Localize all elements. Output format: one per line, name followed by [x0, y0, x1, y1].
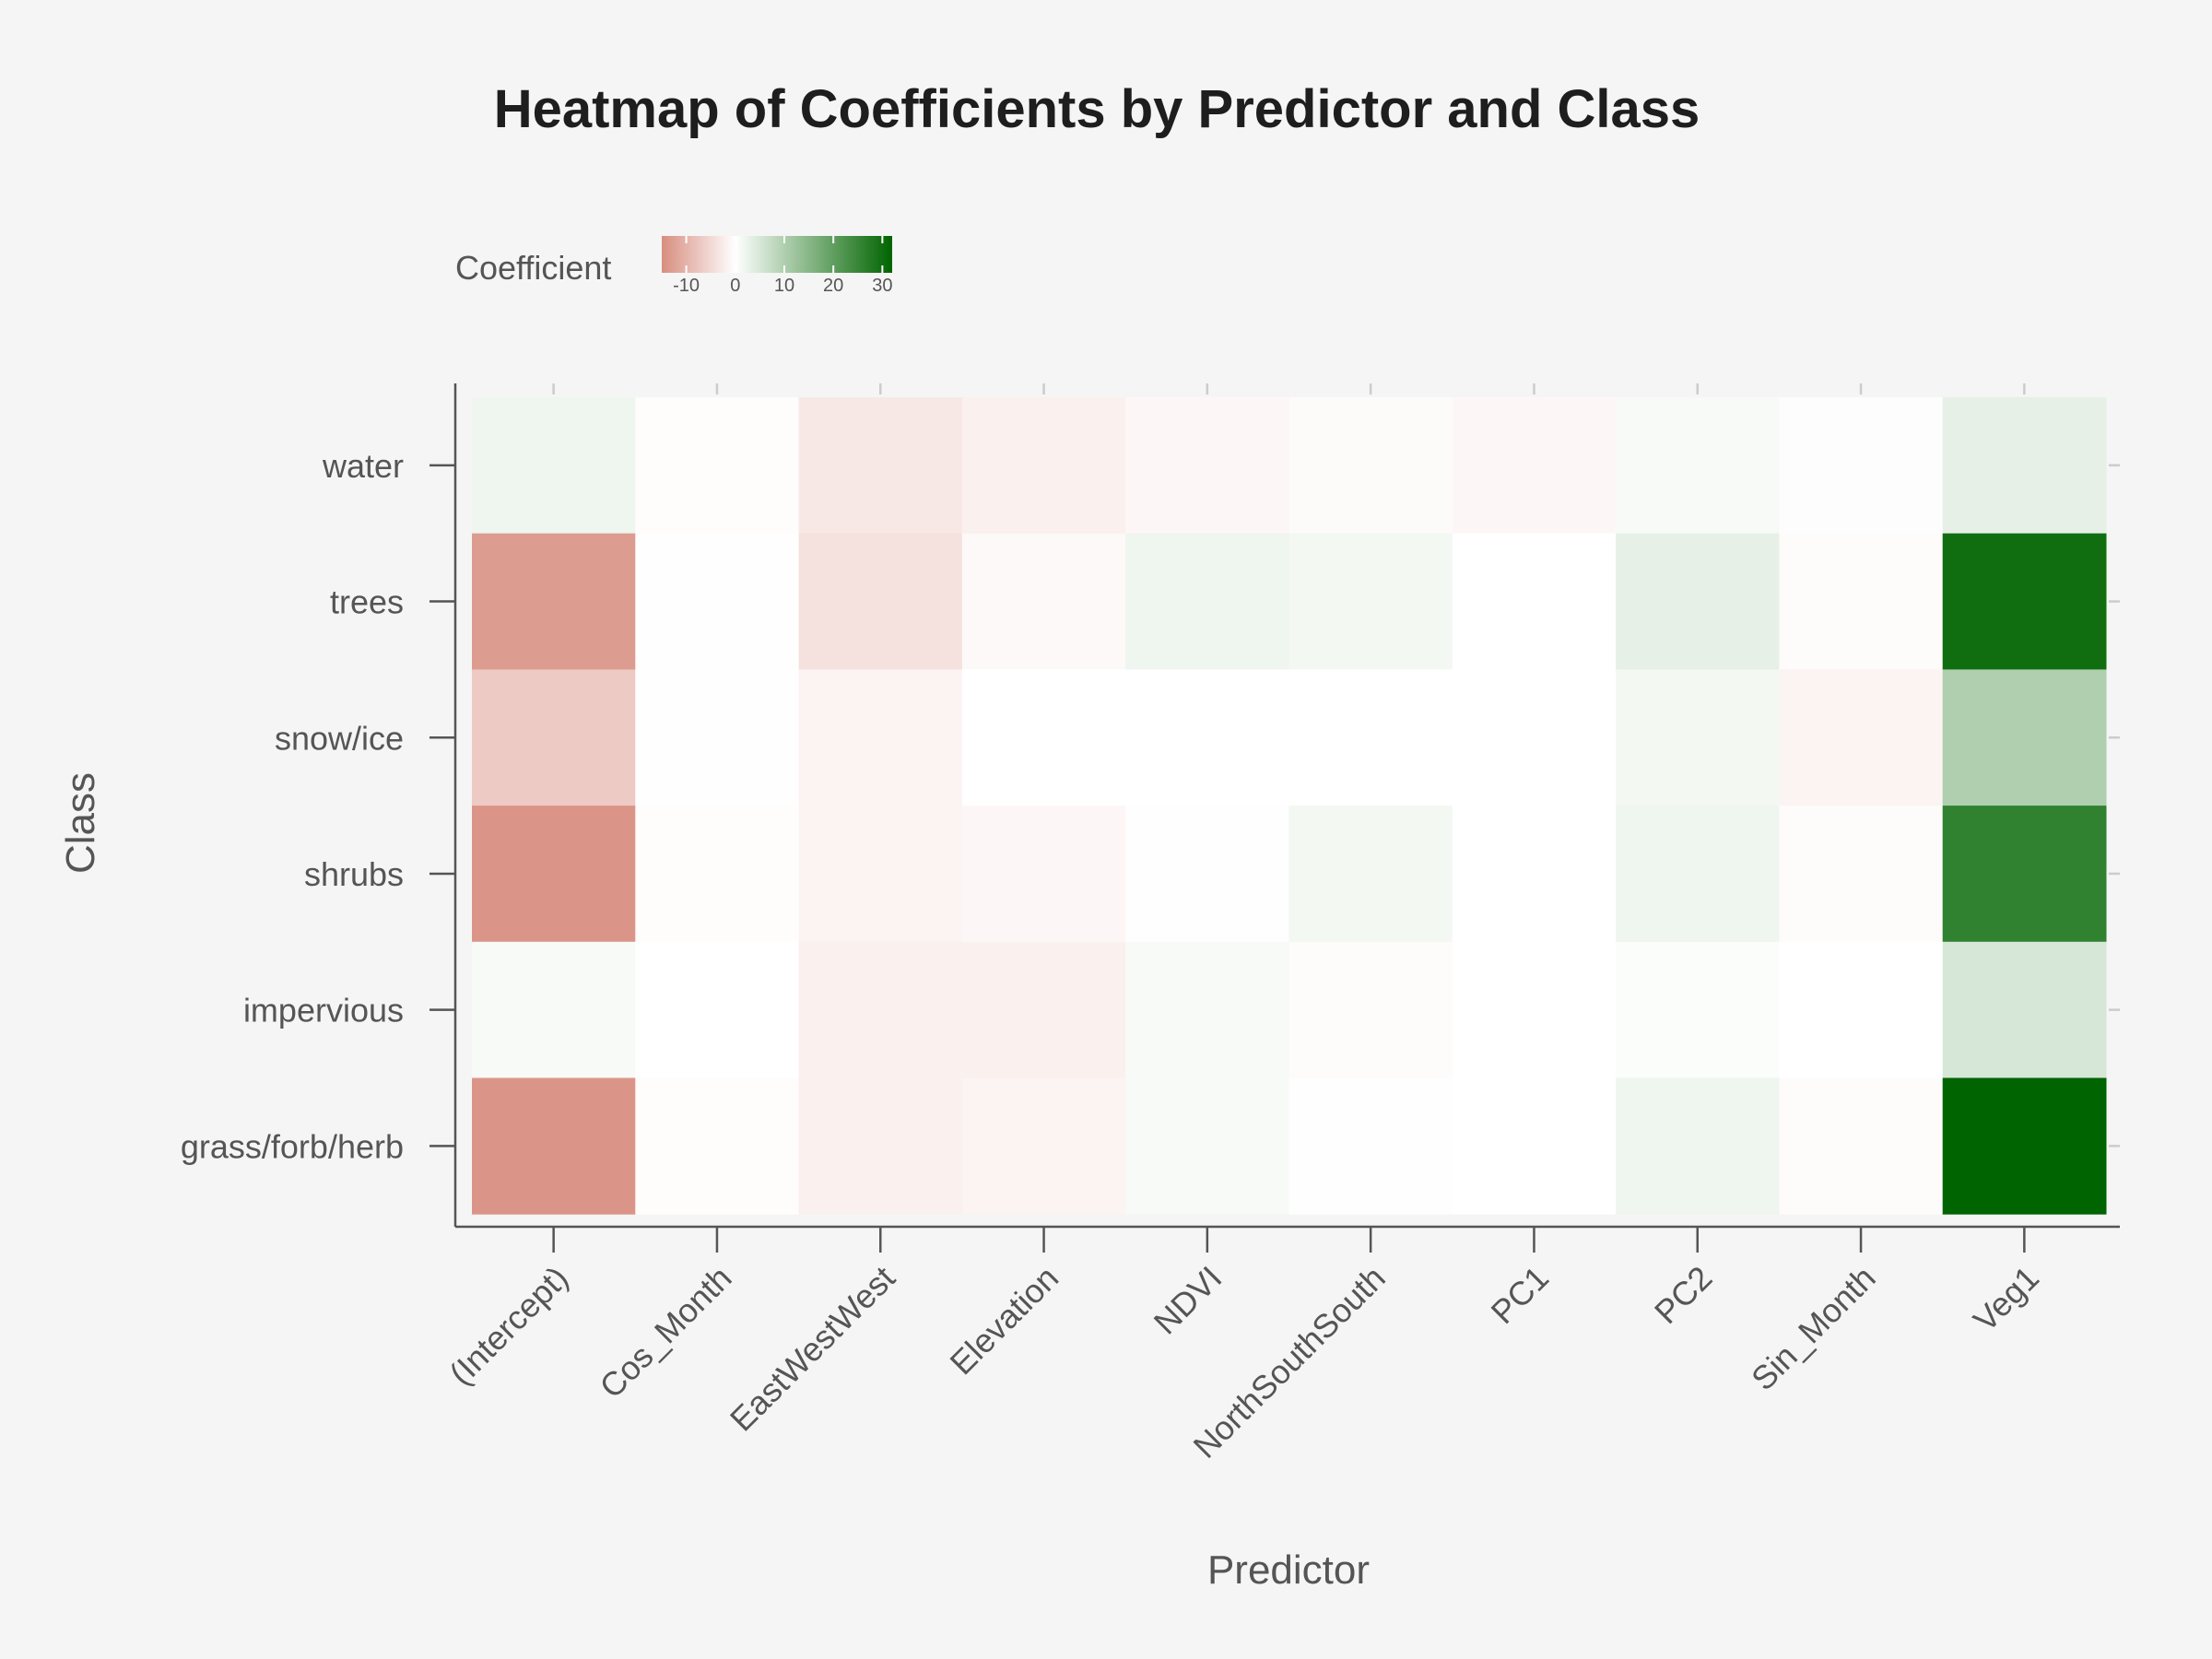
x-tick-label: Elevation [942, 1259, 1065, 1382]
heatmap-cell [1942, 806, 2107, 943]
y-tick-label: shrubs [304, 855, 404, 893]
y-tick-label: water [322, 447, 404, 485]
x-tick-label: PC1 [1484, 1259, 1557, 1332]
heatmap-cell [1452, 1077, 1617, 1215]
heatmap-cell [635, 397, 800, 535]
heatmap-cell [798, 806, 963, 943]
heatmap-cell [1125, 533, 1289, 670]
y-tick-label: trees [330, 583, 404, 621]
heatmap-cell [1616, 806, 1780, 943]
heatmap-cell [1288, 397, 1453, 535]
heatmap-cell [1942, 669, 2107, 806]
heatmap-cell [1452, 806, 1617, 943]
heatmap-cell [472, 533, 636, 670]
heatmap-cell [1125, 941, 1289, 1078]
heatmap-cell [1942, 1077, 2107, 1215]
heatmap-cell [1288, 941, 1453, 1078]
heatmap-cell [1288, 1077, 1453, 1215]
x-tick-label: PC2 [1647, 1259, 1720, 1332]
heatmap-cell [472, 1077, 636, 1215]
heatmap-cell [961, 669, 1126, 806]
heatmap-cell [1779, 941, 1944, 1078]
heatmap-cell [472, 669, 636, 806]
x-tick-label: Veg1 [1966, 1259, 2046, 1339]
x-tick-label: EastWestWest [723, 1259, 902, 1439]
heatmap-cell [635, 533, 800, 670]
heatmap-cell [1125, 1077, 1289, 1215]
heatmap-cell [1616, 669, 1780, 806]
heatmap-cell [635, 806, 800, 943]
heatmap-cell [1452, 941, 1617, 1078]
x-tick-label: NDVI [1147, 1259, 1230, 1342]
y-tick-label: grass/forb/herb [181, 1127, 404, 1165]
heatmap-cell [1288, 806, 1453, 943]
heatmap-cell [1125, 669, 1289, 806]
heatmap-cell [798, 397, 963, 535]
legend-tick-label: 10 [774, 276, 794, 296]
heatmap-cell [798, 669, 963, 806]
legend-tick-label: 30 [872, 276, 892, 296]
legend-tick-label: -10 [673, 276, 700, 296]
x-tick-label: Cos_Month [592, 1259, 738, 1406]
heatmap-cell [1288, 669, 1453, 806]
heatmap-cell [798, 941, 963, 1078]
heatmap-cell [798, 533, 963, 670]
heatmap-cell [1779, 533, 1944, 670]
heatmap-cell [1616, 397, 1780, 535]
y-axis-title: Class [58, 772, 103, 874]
heatmap-cell [1942, 397, 2107, 535]
heatmap-cell [1452, 669, 1617, 806]
heatmap-cell [1942, 533, 2107, 670]
heatmap-cells [472, 397, 2107, 1215]
heatmap-cell [1125, 806, 1289, 943]
legend-tick-label: 0 [730, 276, 740, 296]
legend: Coefficient -10 0 10 20 30 [455, 236, 892, 296]
legend-title: Coefficient [455, 249, 611, 287]
heatmap-cell [961, 941, 1126, 1078]
y-tick-label: impervious [243, 992, 404, 1030]
chart-title: Heatmap of Coefficients by Predictor and… [494, 79, 1700, 139]
heatmap-cell [1452, 397, 1617, 535]
heatmap-cell [1779, 397, 1944, 535]
heatmap-cell [1616, 941, 1780, 1078]
heatmap-cell [961, 1077, 1126, 1215]
heatmap-cell [1452, 533, 1617, 670]
heatmap-cell [961, 806, 1126, 943]
heatmap-cell [1779, 806, 1944, 943]
heatmap-cell [1779, 1077, 1944, 1215]
x-axis-title: Predictor [1207, 1547, 1370, 1593]
heatmap-cell [635, 1077, 800, 1215]
heatmap-cell [1942, 941, 2107, 1078]
x-tick-label: (Intercept) [441, 1259, 575, 1393]
heatmap-cell [635, 941, 800, 1078]
heatmap-cell [1779, 669, 1944, 806]
heatmap-cell [1125, 397, 1289, 535]
y-tick-label: snow/ice [275, 719, 404, 757]
heatmap-cell [798, 1077, 963, 1215]
heatmap-cell [961, 533, 1126, 670]
heatmap-cell [472, 806, 636, 943]
legend-colorbar [662, 236, 892, 273]
x-tick-label: Sin_Month [1744, 1259, 1883, 1398]
heatmap-cell [1616, 533, 1780, 670]
heatmap-cell [635, 669, 800, 806]
heatmap-cell [1288, 533, 1453, 670]
heatmap-cell [472, 941, 636, 1078]
heatmap-cell [472, 397, 636, 535]
legend-tick-label: 20 [823, 276, 843, 296]
heatmap-cell [1616, 1077, 1780, 1215]
heatmap-cell [961, 397, 1126, 535]
